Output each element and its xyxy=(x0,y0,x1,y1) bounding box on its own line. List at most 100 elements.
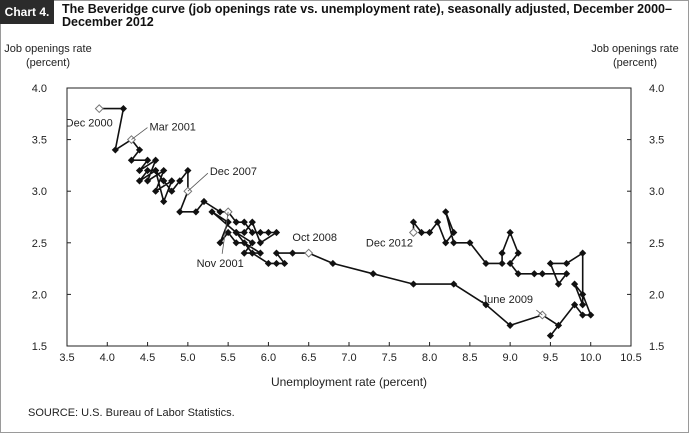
data-point-16 xyxy=(143,166,152,175)
data-point-18 xyxy=(160,177,168,185)
data-point-57 xyxy=(409,280,418,288)
x-tick-label-12: 9.5 xyxy=(543,352,558,364)
data-point-86 xyxy=(442,208,450,216)
data-point-80 xyxy=(506,228,514,237)
highlight-point-4 xyxy=(304,248,314,258)
data-point-17 xyxy=(152,166,160,175)
x-tick-label-14: 10.5 xyxy=(620,352,641,364)
data-point-36 xyxy=(240,228,248,237)
data-point-29 xyxy=(240,218,248,226)
data-point-62 xyxy=(554,321,563,329)
data-point-15 xyxy=(135,177,144,185)
series-path xyxy=(99,107,592,337)
data-point-75 xyxy=(538,270,546,278)
x-tick-label-2: 4.5 xyxy=(140,352,155,364)
data-point-47 xyxy=(232,228,240,237)
data-point-92 xyxy=(409,218,418,226)
data-point-43 xyxy=(224,228,232,237)
data-point-65 xyxy=(579,311,587,319)
data-point-70 xyxy=(579,249,587,257)
source-note: SOURCE: U.S. Bureau of Labor Statistics. xyxy=(28,407,235,419)
data-point-88 xyxy=(442,239,450,247)
data-point-30 xyxy=(248,228,256,237)
data-point-12 xyxy=(168,177,176,185)
data-point-21 xyxy=(184,166,192,175)
left-ylabel-line1: Job openings rate xyxy=(4,43,91,55)
data-point-10 xyxy=(160,166,168,175)
data-point-11 xyxy=(152,187,160,195)
x-tick-label-6: 6.5 xyxy=(301,352,316,364)
data-point-7 xyxy=(135,166,144,175)
annotation-leader-3 xyxy=(221,211,229,254)
highlight-point-6 xyxy=(408,227,418,237)
data-point-24 xyxy=(192,208,200,216)
annotation-leader-6 xyxy=(536,309,543,316)
data-point-73 xyxy=(554,280,563,288)
data-point-20 xyxy=(176,177,184,185)
chart-number-label: Chart 4. xyxy=(0,0,54,24)
data-point-28 xyxy=(232,218,240,226)
data-point-44 xyxy=(216,239,224,247)
data-point-51 xyxy=(280,259,289,268)
x-tick-label-7: 7.0 xyxy=(341,352,356,364)
data-point-52 xyxy=(272,249,281,257)
data-point-39 xyxy=(240,249,248,257)
data-point-41 xyxy=(240,239,248,247)
data-point-46 xyxy=(208,208,216,216)
x-tick-label-11: 9.0 xyxy=(502,352,517,364)
x-tick-label-3: 5.0 xyxy=(180,352,195,364)
data-point-13 xyxy=(160,197,168,206)
data-point-58 xyxy=(450,280,458,288)
data-point-40 xyxy=(256,249,264,257)
data-point-85 xyxy=(450,239,458,247)
data-point-35 xyxy=(248,218,256,226)
data-point-50 xyxy=(272,259,281,268)
data-point-60 xyxy=(506,321,514,329)
y-tick-label-left-3: 3.0 xyxy=(32,186,47,198)
data-point-55 xyxy=(329,259,337,268)
data-point-83 xyxy=(482,259,490,268)
x-axis-label: Unemployment rate (percent) xyxy=(271,375,427,389)
x-tick-label-13: 10.0 xyxy=(580,352,601,364)
y-tick-label-right-4: 3.5 xyxy=(649,135,664,147)
data-point-34 xyxy=(256,239,264,247)
annotations: Dec 2000 Mar 2001 Dec 2007 Nov 2001 Oct 2008… xyxy=(66,118,543,316)
annotation-label-0: Dec 2000 xyxy=(66,118,113,130)
data-point-87 xyxy=(450,228,458,237)
data-point-66 xyxy=(587,311,595,319)
y-tick-label-right-0: 1.5 xyxy=(649,341,664,353)
data-point-63 xyxy=(546,332,555,340)
x-tick-label-9: 8.0 xyxy=(422,352,437,364)
data-point-90 xyxy=(425,228,434,237)
data-point-19 xyxy=(168,187,176,195)
y-tick-label-left-4: 3.5 xyxy=(32,135,47,147)
data-point-84 xyxy=(466,239,474,247)
data-point-45 xyxy=(224,218,232,226)
annotation-label-3: Nov 2001 xyxy=(197,258,244,270)
data-point-56 xyxy=(369,270,377,278)
annotation-label-4: Oct 2008 xyxy=(292,232,337,244)
y-tick-label-left-2: 2.5 xyxy=(32,238,47,250)
data-point-5 xyxy=(127,156,136,164)
data-point-23 xyxy=(176,208,184,216)
data-point-25 xyxy=(200,197,208,206)
y-tick-label-left-0: 1.5 xyxy=(32,341,47,353)
annotation-leader-1 xyxy=(131,127,148,140)
data-point-42 xyxy=(232,239,240,247)
right-ylabel-line1: Job openings rate xyxy=(591,43,678,55)
annotation-label-6: June 2009 xyxy=(482,294,533,306)
data-point-48 xyxy=(248,249,256,257)
data-point-77 xyxy=(514,270,522,278)
y-tick-label-right-3: 3.0 xyxy=(649,186,664,198)
data-point-91 xyxy=(417,228,426,237)
data-point-81 xyxy=(498,249,506,257)
x-tick-label-4: 5.5 xyxy=(220,352,235,364)
data-point-69 xyxy=(579,301,587,309)
highlight-point-0 xyxy=(94,104,104,114)
data-point-64 xyxy=(571,301,579,309)
axis-ticks: 3.5 4.0 4.5 5.0 5.5 6.0 6.5 7.0 7.5 8.0 8.5 9.0 9.5 1… xyxy=(32,83,665,364)
y-tick-label-left-1: 2.0 xyxy=(32,289,47,301)
data-point-4 xyxy=(135,146,144,154)
data-point-32 xyxy=(264,228,273,237)
